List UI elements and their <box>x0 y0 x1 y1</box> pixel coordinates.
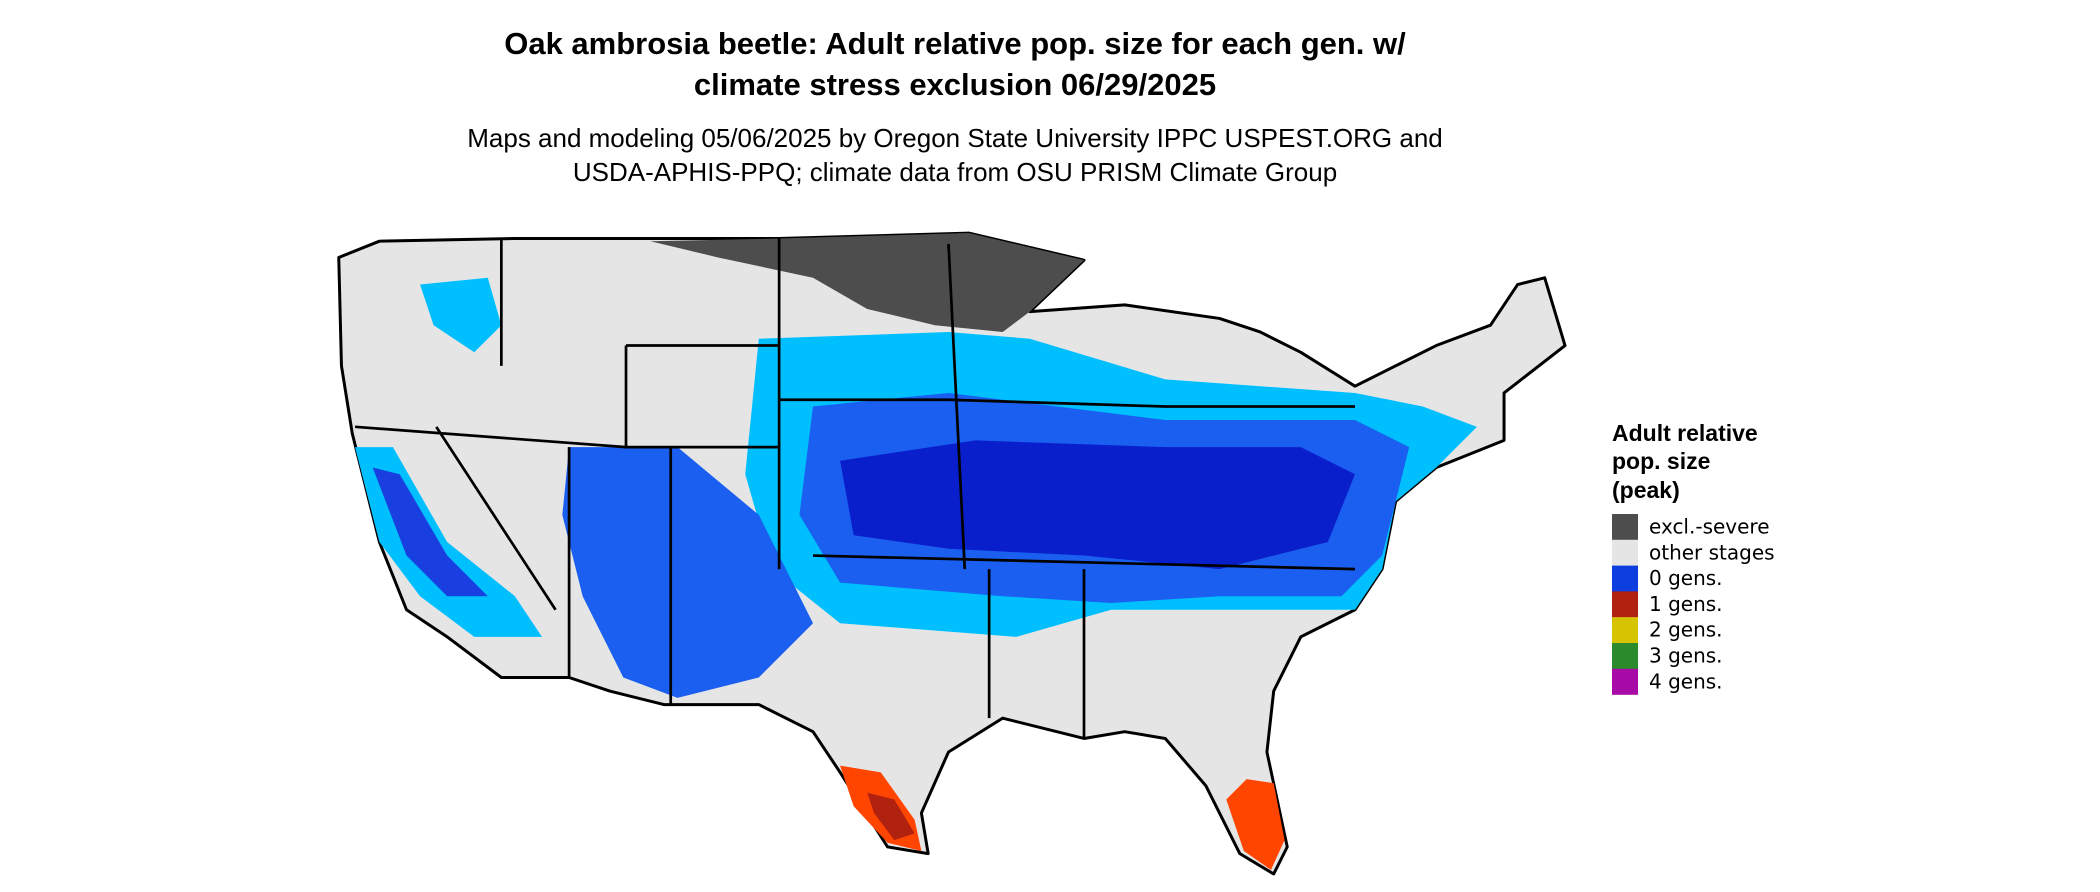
legend-label: excl.-severe <box>1649 515 1770 539</box>
excluded-region <box>650 233 1084 332</box>
legend-swatch <box>1612 591 1638 618</box>
legend-title-line: (peak) <box>1612 477 1680 503</box>
legend-swatch <box>1612 565 1638 592</box>
west-dark-region <box>372 467 488 597</box>
texas-dark-region <box>867 792 915 841</box>
legend-swatch <box>1612 617 1638 644</box>
us-map <box>337 231 1567 876</box>
legend-title-line: Adult relative <box>1612 420 1758 446</box>
legend-label: 2 gens. <box>1649 618 1723 642</box>
legend-title-line: pop. size <box>1612 448 1710 474</box>
legend-label: 4 gens. <box>1649 669 1723 693</box>
title-line: climate stress exclusion 06/29/2025 <box>694 67 1216 102</box>
legend-swatch <box>1612 514 1638 540</box>
legend-swatch <box>1612 539 1638 566</box>
northwest-blue-region <box>420 277 502 353</box>
subtitle-line: USDA-APHIS-PPQ; climate data from OSU PR… <box>573 157 1337 187</box>
legend-label: 1 gens. <box>1649 592 1723 616</box>
dark-blue-region <box>840 440 1355 570</box>
legend-swatch <box>1612 643 1638 669</box>
legend-label: 0 gens. <box>1649 566 1723 590</box>
southwest-blue-region <box>562 447 813 698</box>
florida-warm-region <box>1226 779 1285 870</box>
subtitle-line: Maps and modeling 05/06/2025 by Oregon S… <box>467 123 1443 153</box>
state-borders <box>354 238 1356 739</box>
title-line: Oak ambrosia beetle: Adult relative pop.… <box>504 26 1406 61</box>
legend-label: 3 gens. <box>1649 644 1723 668</box>
legend-label: other stages <box>1649 540 1775 564</box>
legend-swatch <box>1612 668 1638 695</box>
